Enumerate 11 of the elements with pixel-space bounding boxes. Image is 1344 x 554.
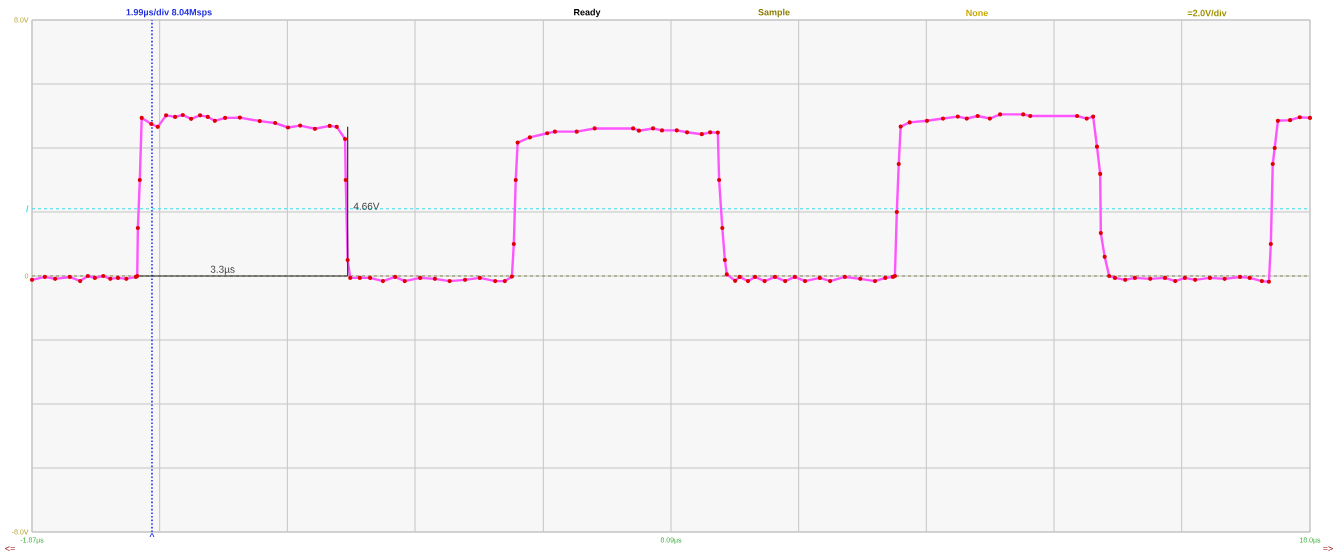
text: 1.99µs/div 8.04Msps bbox=[126, 8, 212, 18]
annotation: 4.66V bbox=[353, 202, 380, 210]
text: <= bbox=[5, 546, 15, 551]
text: Sample bbox=[758, 8, 790, 18]
text: =2.0V/div bbox=[1187, 9, 1227, 17]
ref-line-label: / bbox=[26, 205, 29, 213]
ref-line-label: ^ bbox=[149, 533, 155, 538]
text: Ready bbox=[574, 8, 601, 18]
text: => bbox=[1323, 546, 1333, 551]
text: None bbox=[966, 9, 988, 17]
annotation: 3.3µs bbox=[210, 265, 235, 275]
